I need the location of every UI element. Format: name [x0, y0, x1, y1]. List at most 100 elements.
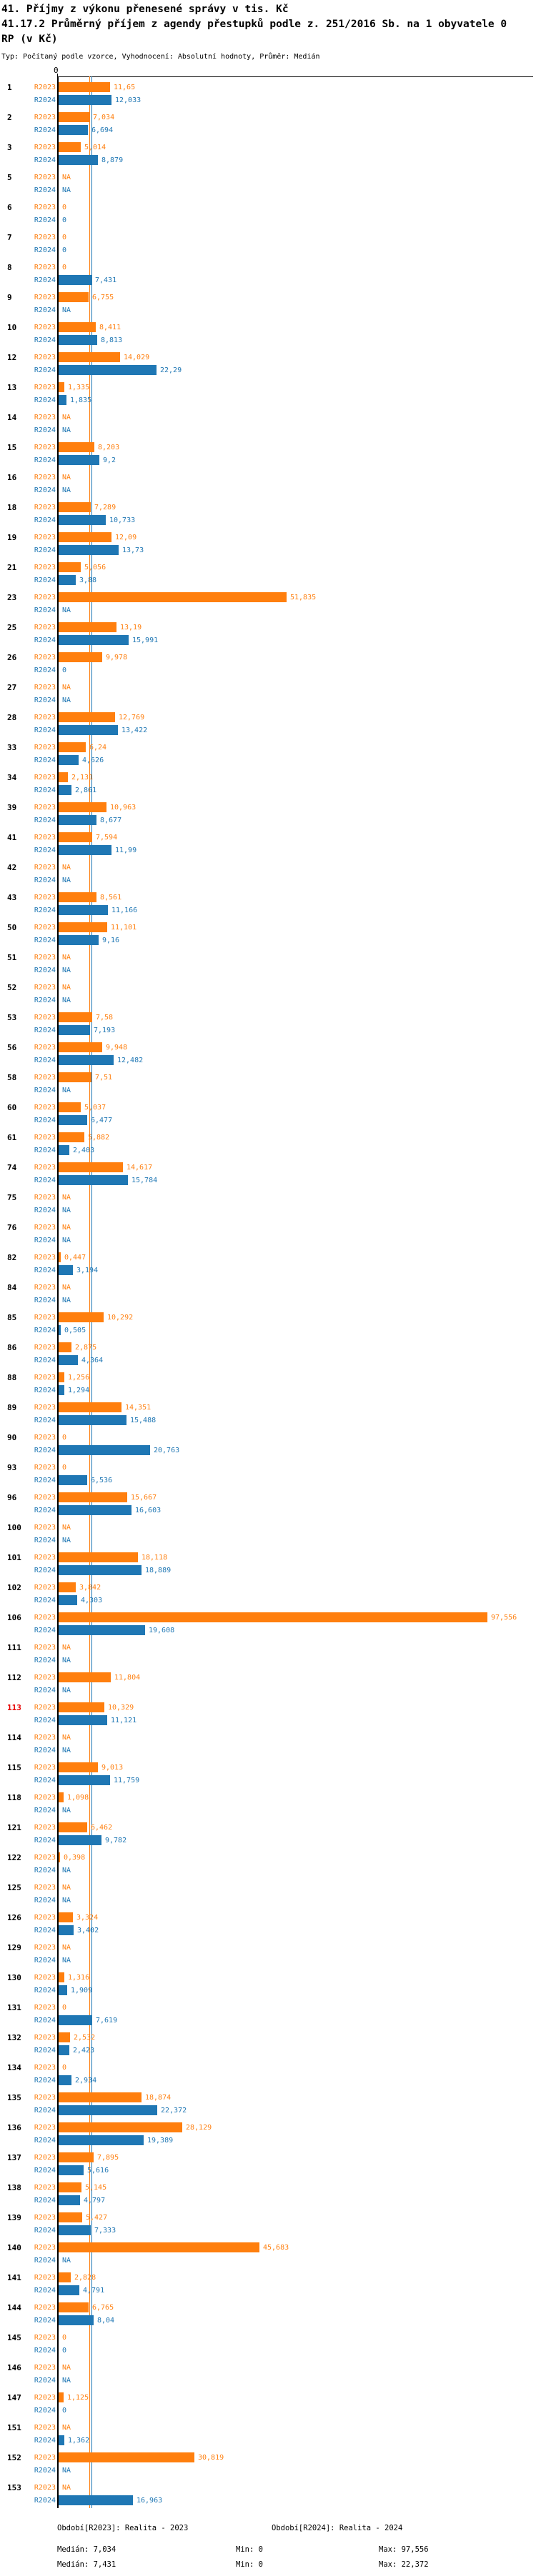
- row-number-153: 153: [7, 2483, 21, 2492]
- series-label-r2023: R2023: [34, 114, 56, 121]
- series-label-r2024: R2024: [34, 1717, 56, 1724]
- bar-value-label-r2023: 3,324: [76, 1914, 99, 1922]
- series-label-r2023: R2023: [34, 1944, 56, 1952]
- series-label-r2024: R2024: [34, 817, 56, 824]
- bar-r2023: [59, 1492, 127, 1502]
- bar-r2023: [59, 1252, 61, 1262]
- bar-r2024: [59, 1145, 69, 1155]
- bar-value-label-r2024: 6,536: [91, 1477, 113, 1484]
- row-number-152: 152: [7, 2453, 21, 2462]
- row-number-16: 16: [7, 473, 17, 482]
- bar-r2024: [59, 2435, 64, 2445]
- row-number-76: 76: [7, 1223, 17, 1232]
- series-label-r2024: R2024: [34, 546, 56, 554]
- bar-r2024: [59, 845, 111, 855]
- series-label-r2023: R2023: [34, 2394, 56, 2402]
- row-number-138: 138: [7, 2183, 21, 2192]
- series-label-r2023: R2023: [34, 1794, 56, 1802]
- bar-r2023: [59, 562, 81, 572]
- bar-r2023: [59, 1762, 98, 1772]
- row-number-26: 26: [7, 653, 17, 662]
- bar-value-label-r2023: 1,316: [68, 1974, 90, 1982]
- bar-r2023: [59, 112, 89, 122]
- bar-r2024: [59, 785, 71, 795]
- bar-value-label-r2024: 1,362: [68, 2437, 90, 2445]
- series-label-r2024: R2024: [34, 2227, 56, 2235]
- row-number-21: 21: [7, 563, 17, 572]
- row-number-144: 144: [7, 2303, 21, 2312]
- row-number-141: 141: [7, 2273, 21, 2282]
- row-number-100: 100: [7, 1523, 21, 1532]
- row-number-131: 131: [7, 2003, 21, 2012]
- bar-r2023: [59, 1372, 64, 1382]
- series-label-r2023: R2023: [34, 1374, 56, 1382]
- bar-value-label-r2023: 1,125: [67, 2394, 89, 2402]
- bar-value-label-r2024: NA: [62, 1747, 71, 1754]
- chart-title-line2: 41.17.2 Průměrný příjem z agendy přestup…: [1, 19, 507, 30]
- series-label-r2023: R2023: [34, 1134, 56, 1142]
- series-label-r2023: R2023: [34, 1524, 56, 1532]
- series-label-r2024: R2024: [34, 2287, 56, 2295]
- bar-value-label-r2023: 8,203: [98, 444, 120, 451]
- bar-value-label-r2024: 4,364: [81, 1357, 104, 1364]
- bar-value-label-r2023: 28,129: [186, 2124, 212, 2132]
- bar-value-label-r2024: NA: [62, 2467, 71, 2475]
- bar-r2024: [59, 2165, 84, 2175]
- row-number-39: 39: [7, 803, 17, 812]
- series-label-r2023: R2023: [34, 324, 56, 331]
- stat-min-r2023: Min: 0: [236, 2545, 263, 2554]
- series-label-r2024: R2024: [34, 2137, 56, 2145]
- series-label-r2024: R2024: [34, 2377, 56, 2385]
- series-label-r2024: R2024: [34, 1117, 56, 1124]
- bar-value-label-r2024: 0: [62, 2347, 67, 2355]
- bar-value-label-r2024: NA: [62, 306, 71, 314]
- row-number-90: 90: [7, 1433, 17, 1442]
- series-label-r2024: R2024: [34, 847, 56, 854]
- series-label-r2024: R2024: [34, 1177, 56, 1184]
- series-label-r2024: R2024: [34, 2347, 56, 2355]
- bar-value-label-r2024: 20,763: [154, 1447, 180, 1454]
- series-label-r2023: R2023: [34, 174, 56, 181]
- bar-r2023: [59, 292, 89, 302]
- row-number-101: 101: [7, 1553, 21, 1562]
- series-label-r2023: R2023: [34, 1224, 56, 1232]
- bar-r2023: [59, 1852, 60, 1862]
- series-label-r2023: R2023: [34, 354, 56, 361]
- bar-value-label-r2024: 22,29: [160, 366, 182, 374]
- bar-value-label-r2023: 9,013: [101, 1764, 124, 1772]
- series-label-r2024: R2024: [34, 216, 56, 224]
- median-line-r2024: [91, 76, 92, 2508]
- series-label-r2023: R2023: [34, 234, 56, 241]
- bar-value-label-r2023: 11,804: [114, 1674, 141, 1682]
- bar-value-label-r2024: NA: [62, 2257, 71, 2265]
- stat-max-r2024: Max: 22,372: [379, 2560, 429, 2569]
- bar-r2024: [59, 275, 91, 285]
- bar-r2023: [59, 2242, 259, 2252]
- series-label-r2023: R2023: [34, 2274, 56, 2282]
- bar-value-label-r2023: NA: [62, 1224, 71, 1232]
- series-label-r2023: R2023: [34, 1284, 56, 1292]
- bar-value-label-r2024: NA: [62, 1237, 71, 1244]
- series-label-r2023: R2023: [34, 714, 56, 722]
- bar-r2023: [59, 1402, 121, 1412]
- series-label-r2024: R2024: [34, 456, 56, 464]
- bar-r2024: [59, 2075, 71, 2085]
- series-label-r2023: R2023: [34, 384, 56, 391]
- bar-value-label-r2024: 11,121: [111, 1717, 137, 1724]
- series-label-r2024: R2024: [34, 697, 56, 704]
- bar-value-label-r2023: NA: [62, 984, 71, 992]
- series-label-r2023: R2023: [34, 954, 56, 962]
- bar-value-label-r2023: 3,842: [79, 1584, 101, 1592]
- series-label-r2023: R2023: [34, 414, 56, 421]
- zero-baseline: [57, 76, 59, 2508]
- bar-value-label-r2024: 7,333: [94, 2227, 116, 2235]
- bar-value-label-r2023: NA: [62, 474, 71, 481]
- bar-value-label-r2024: 15,488: [130, 1417, 157, 1424]
- bar-value-label-r2023: 11,101: [111, 924, 137, 932]
- series-label-r2024: R2024: [34, 1207, 56, 1214]
- bar-value-label-r2023: 0: [62, 2334, 67, 2342]
- series-label-r2024: R2024: [34, 156, 56, 164]
- bar-value-label-r2024: 6,477: [91, 1117, 113, 1124]
- bar-r2024: [59, 1595, 77, 1605]
- series-label-r2024: R2024: [34, 1357, 56, 1364]
